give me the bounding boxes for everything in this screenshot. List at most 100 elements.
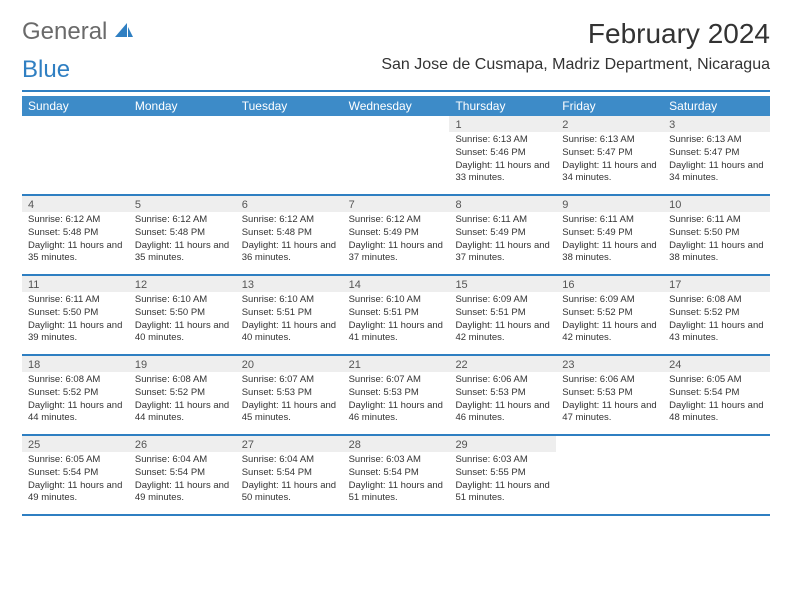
sunrise-line: Sunrise: 6:13 AM <box>669 134 764 147</box>
daylight-line: Daylight: 11 hours and 34 minutes. <box>562 160 657 186</box>
sunset-line: Sunset: 5:48 PM <box>28 227 123 240</box>
top-rule <box>22 90 770 92</box>
day-cell: 12 Sunrise: 6:10 AMSunset: 5:50 PMDayligh… <box>129 276 236 354</box>
day-details: Sunrise: 6:13 AMSunset: 5:46 PMDaylight:… <box>449 132 556 189</box>
day-details: Sunrise: 6:13 AMSunset: 5:47 PMDaylight:… <box>663 132 770 189</box>
day-number: 21 <box>343 356 450 372</box>
day-number: 1 <box>449 116 556 132</box>
sunset-line: Sunset: 5:54 PM <box>135 467 230 480</box>
day-details: Sunrise: 6:09 AMSunset: 5:51 PMDaylight:… <box>449 292 556 349</box>
sunrise-line: Sunrise: 6:13 AM <box>562 134 657 147</box>
day-details: Sunrise: 6:03 AMSunset: 5:54 PMDaylight:… <box>343 452 450 509</box>
day-number: 25 <box>22 436 129 452</box>
daylight-line: Daylight: 11 hours and 37 minutes. <box>455 240 550 266</box>
sunset-line: Sunset: 5:49 PM <box>562 227 657 240</box>
sunrise-line: Sunrise: 6:08 AM <box>669 294 764 307</box>
day-number: 5 <box>129 196 236 212</box>
daylight-line: Daylight: 11 hours and 41 minutes. <box>349 320 444 346</box>
sunrise-line: Sunrise: 6:05 AM <box>669 374 764 387</box>
daylight-line: Daylight: 11 hours and 42 minutes. <box>562 320 657 346</box>
day-details: Sunrise: 6:03 AMSunset: 5:55 PMDaylight:… <box>449 452 556 509</box>
daylight-line: Daylight: 11 hours and 40 minutes. <box>135 320 230 346</box>
day-number: 7 <box>343 196 450 212</box>
day-cell: 6Sunrise: 6:12 AMSunset: 5:48 PMDaylight… <box>236 196 343 274</box>
day-number: 24 <box>663 356 770 372</box>
sunrise-line: Sunrise: 6:08 AM <box>28 374 123 387</box>
sunrise-line: Sunrise: 6:12 AM <box>349 214 444 227</box>
sunset-line: Sunset: 5:47 PM <box>562 147 657 160</box>
day-details: Sunrise: 6:08 AMSunset: 5:52 PMDaylight:… <box>663 292 770 349</box>
day-cell: 24Sunrise: 6:05 AMSunset: 5:54 PMDayligh… <box>663 356 770 434</box>
sunrise-line: Sunrise: 6:05 AM <box>28 454 123 467</box>
daylight-line: Daylight: 11 hours and 50 minutes. <box>242 480 337 506</box>
day-cell <box>663 436 770 514</box>
day-details: Sunrise: 6:12 AMSunset: 5:49 PMDaylight:… <box>343 212 450 269</box>
day-details: Sunrise: 6:08 AMSunset: 5:52 PMDaylight:… <box>129 372 236 429</box>
day-number: 12 <box>129 276 236 292</box>
sunset-line: Sunset: 5:53 PM <box>455 387 550 400</box>
sunset-line: Sunset: 5:52 PM <box>28 387 123 400</box>
day-number: 2 <box>556 116 663 132</box>
day-details: Sunrise: 6:11 AMSunset: 5:50 PMDaylight:… <box>663 212 770 269</box>
day-cell: 16Sunrise: 6:09 AMSunset: 5:52 PMDayligh… <box>556 276 663 354</box>
day-number: 19 <box>129 356 236 372</box>
daylight-line: Daylight: 11 hours and 34 minutes. <box>669 160 764 186</box>
day-cell: 29Sunrise: 6:03 AMSunset: 5:55 PMDayligh… <box>449 436 556 514</box>
day-header-fri: Friday <box>556 96 663 116</box>
sunrise-line: Sunrise: 6:11 AM <box>562 214 657 227</box>
daylight-line: Daylight: 11 hours and 45 minutes. <box>242 400 337 426</box>
daylight-line: Daylight: 11 hours and 51 minutes. <box>455 480 550 506</box>
day-number: 11 <box>22 276 129 292</box>
day-number: 6 <box>236 196 343 212</box>
daylight-line: Daylight: 11 hours and 49 minutes. <box>135 480 230 506</box>
day-details: Sunrise: 6:06 AMSunset: 5:53 PMDaylight:… <box>449 372 556 429</box>
day-details: Sunrise: 6:10 AMSunset: 5:51 PMDaylight:… <box>236 292 343 349</box>
sunset-line: Sunset: 5:52 PM <box>669 307 764 320</box>
title-block: February 2024 San Jose de Cusmapa, Madri… <box>381 18 770 74</box>
day-number: 8 <box>449 196 556 212</box>
day-number: 27 <box>236 436 343 452</box>
day-cell: 2 Sunrise: 6:13 AMSunset: 5:47 PMDaylight… <box>556 116 663 194</box>
daylight-line: Daylight: 11 hours and 38 minutes. <box>562 240 657 266</box>
day-number: 29 <box>449 436 556 452</box>
day-cell: 7Sunrise: 6:12 AMSunset: 5:49 PMDaylight… <box>343 196 450 274</box>
day-cell: 4Sunrise: 6:12 AMSunset: 5:48 PMDaylight… <box>22 196 129 274</box>
day-cell: 1Sunrise: 6:13 AMSunset: 5:46 PMDaylight… <box>449 116 556 194</box>
day-number: 13 <box>236 276 343 292</box>
daylight-line: Daylight: 11 hours and 42 minutes. <box>455 320 550 346</box>
day-header-sun: Sunday <box>22 96 129 116</box>
day-number: 28 <box>343 436 450 452</box>
logo-text-general: General <box>22 18 107 46</box>
day-details: Sunrise: 6:08 AMSunset: 5:52 PMDaylight:… <box>22 372 129 429</box>
sunset-line: Sunset: 5:50 PM <box>669 227 764 240</box>
daylight-line: Daylight: 11 hours and 44 minutes. <box>28 400 123 426</box>
daylight-line: Daylight: 11 hours and 43 minutes. <box>669 320 764 346</box>
sunrise-line: Sunrise: 6:11 AM <box>669 214 764 227</box>
sunrise-line: Sunrise: 6:10 AM <box>135 294 230 307</box>
day-number: 23 <box>556 356 663 372</box>
daylight-line: Daylight: 11 hours and 40 minutes. <box>242 320 337 346</box>
day-details: Sunrise: 6:12 AMSunset: 5:48 PMDaylight:… <box>236 212 343 269</box>
day-cell <box>22 116 129 194</box>
day-number: 10 <box>663 196 770 212</box>
calendar-page: General February 2024 San Jose de Cusmap… <box>0 0 792 534</box>
day-details: Sunrise: 6:10 AMSunset: 5:51 PMDaylight:… <box>343 292 450 349</box>
sunset-line: Sunset: 5:49 PM <box>455 227 550 240</box>
logo-sail-icon <box>113 18 135 46</box>
daylight-line: Daylight: 11 hours and 35 minutes. <box>28 240 123 266</box>
sunset-line: Sunset: 5:54 PM <box>242 467 337 480</box>
day-cell: 25Sunrise: 6:05 AMSunset: 5:54 PMDayligh… <box>22 436 129 514</box>
sunset-line: Sunset: 5:53 PM <box>242 387 337 400</box>
sunset-line: Sunset: 5:50 PM <box>135 307 230 320</box>
daylight-line: Daylight: 11 hours and 33 minutes. <box>455 160 550 186</box>
day-cell <box>129 116 236 194</box>
day-cell <box>236 116 343 194</box>
sunset-line: Sunset: 5:53 PM <box>562 387 657 400</box>
day-details: Sunrise: 6:05 AMSunset: 5:54 PMDaylight:… <box>663 372 770 429</box>
sunset-line: Sunset: 5:50 PM <box>28 307 123 320</box>
day-header-thu: Thursday <box>449 96 556 116</box>
day-cell: 17Sunrise: 6:08 AMSunset: 5:52 PMDayligh… <box>663 276 770 354</box>
day-cell: 9Sunrise: 6:11 AMSunset: 5:49 PMDaylight… <box>556 196 663 274</box>
sunrise-line: Sunrise: 6:09 AM <box>455 294 550 307</box>
daylight-line: Daylight: 11 hours and 47 minutes. <box>562 400 657 426</box>
